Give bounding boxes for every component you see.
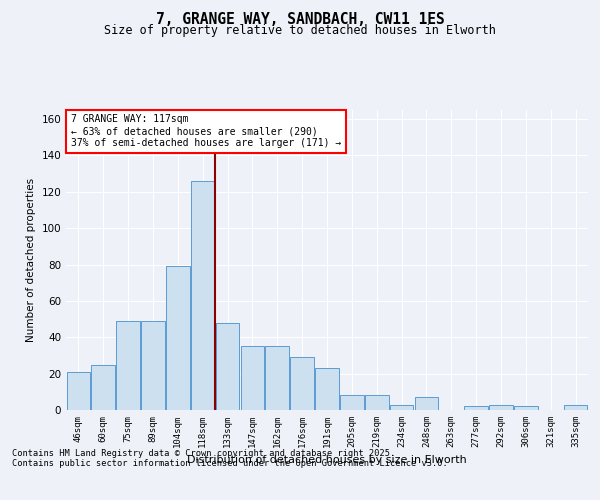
Text: 7 GRANGE WAY: 117sqm
← 63% of detached houses are smaller (290)
37% of semi-deta: 7 GRANGE WAY: 117sqm ← 63% of detached h… (71, 114, 341, 148)
Bar (91, 364, 115, 410)
Bar (390, 404, 413, 410)
Bar (564, 404, 587, 410)
Bar (315, 368, 339, 410)
Text: Size of property relative to detached houses in Elworth: Size of property relative to detached ho… (104, 24, 496, 37)
Bar (464, 406, 488, 410)
Bar (141, 321, 165, 410)
Bar (216, 322, 239, 410)
Bar (241, 346, 264, 410)
Bar (191, 181, 215, 410)
Y-axis label: Number of detached properties: Number of detached properties (26, 178, 36, 342)
Bar (290, 358, 314, 410)
Bar (365, 396, 389, 410)
Bar (415, 398, 438, 410)
Bar (265, 346, 289, 410)
Bar (514, 406, 538, 410)
Bar (340, 396, 364, 410)
Text: Contains public sector information licensed under the Open Government Licence v3: Contains public sector information licen… (12, 458, 448, 468)
Text: 7, GRANGE WAY, SANDBACH, CW11 1ES: 7, GRANGE WAY, SANDBACH, CW11 1ES (155, 12, 445, 28)
Text: Contains HM Land Registry data © Crown copyright and database right 2025.: Contains HM Land Registry data © Crown c… (12, 448, 395, 458)
Bar (166, 266, 190, 410)
Bar (67, 372, 90, 410)
Bar (116, 321, 140, 410)
X-axis label: Distribution of detached houses by size in Elworth: Distribution of detached houses by size … (187, 456, 467, 466)
Bar (489, 404, 513, 410)
